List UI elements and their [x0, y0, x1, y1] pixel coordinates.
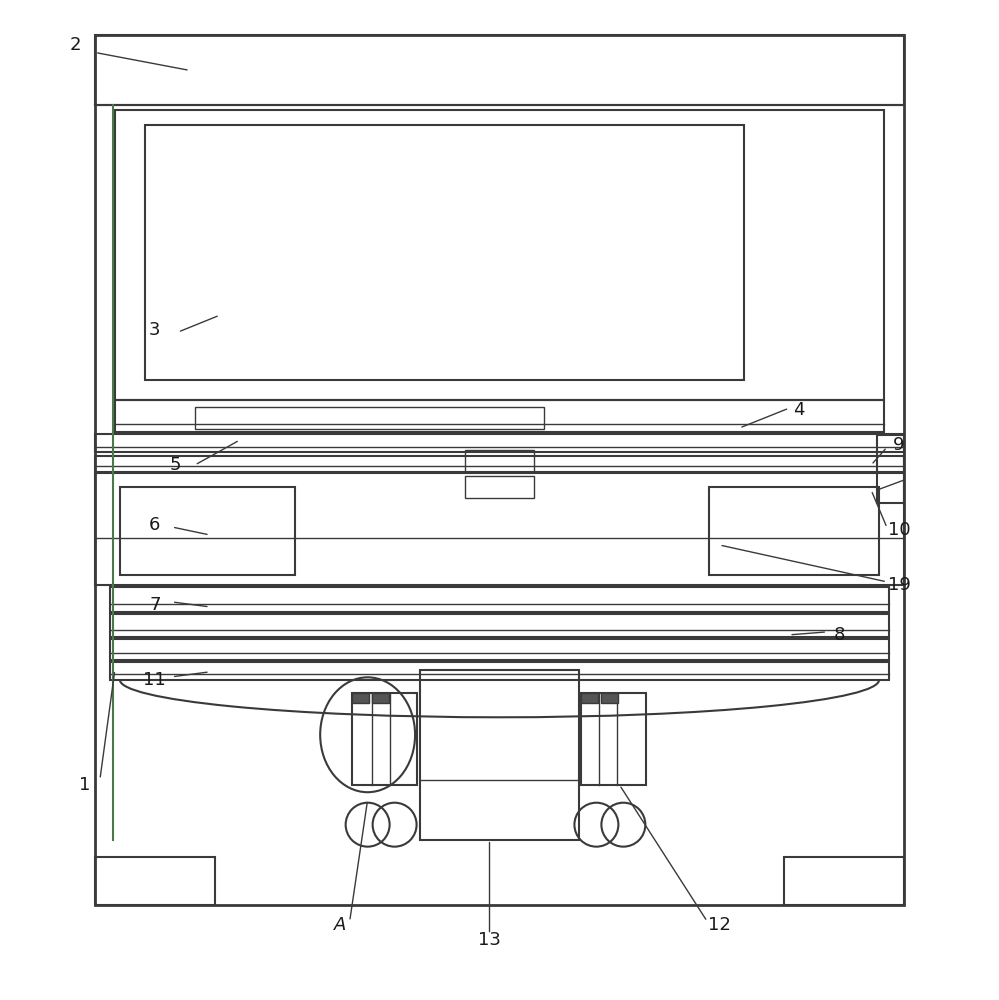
Text: 11: 11	[144, 671, 166, 689]
Bar	[420, 670, 579, 840]
Bar	[95, 35, 904, 105]
Text: 2: 2	[69, 36, 81, 54]
Bar	[352, 693, 369, 703]
Bar	[372, 693, 389, 703]
Text: 1: 1	[79, 776, 91, 794]
Text: 7: 7	[149, 596, 161, 614]
Bar	[95, 857, 215, 905]
Bar	[784, 857, 904, 905]
Bar	[581, 693, 646, 785]
Bar	[110, 662, 889, 680]
Text: 6: 6	[149, 516, 161, 534]
Text: 4: 4	[793, 401, 805, 419]
Bar	[95, 35, 904, 905]
Text: 9: 9	[893, 436, 905, 454]
Bar	[95, 434, 904, 452]
Bar	[352, 693, 417, 785]
Text: 10: 10	[888, 521, 910, 539]
Bar	[110, 614, 889, 637]
Text: 3: 3	[149, 321, 161, 339]
Bar	[110, 639, 889, 660]
Text: A: A	[334, 916, 346, 934]
Text: 5: 5	[169, 456, 181, 474]
Bar	[120, 487, 295, 575]
Text: 13: 13	[479, 931, 500, 949]
Bar	[95, 473, 904, 585]
Bar	[195, 407, 544, 429]
Bar	[145, 125, 744, 380]
Bar	[581, 693, 598, 703]
Text: 19: 19	[888, 576, 910, 594]
Bar	[601, 693, 618, 703]
Bar	[110, 587, 889, 612]
Bar	[877, 435, 904, 503]
Text: 8: 8	[833, 626, 845, 644]
Bar	[115, 400, 884, 432]
Bar	[465, 450, 534, 472]
Bar	[465, 476, 534, 498]
Bar	[95, 456, 904, 472]
Bar	[115, 110, 884, 400]
Bar	[709, 487, 879, 575]
Text: 12: 12	[708, 916, 730, 934]
